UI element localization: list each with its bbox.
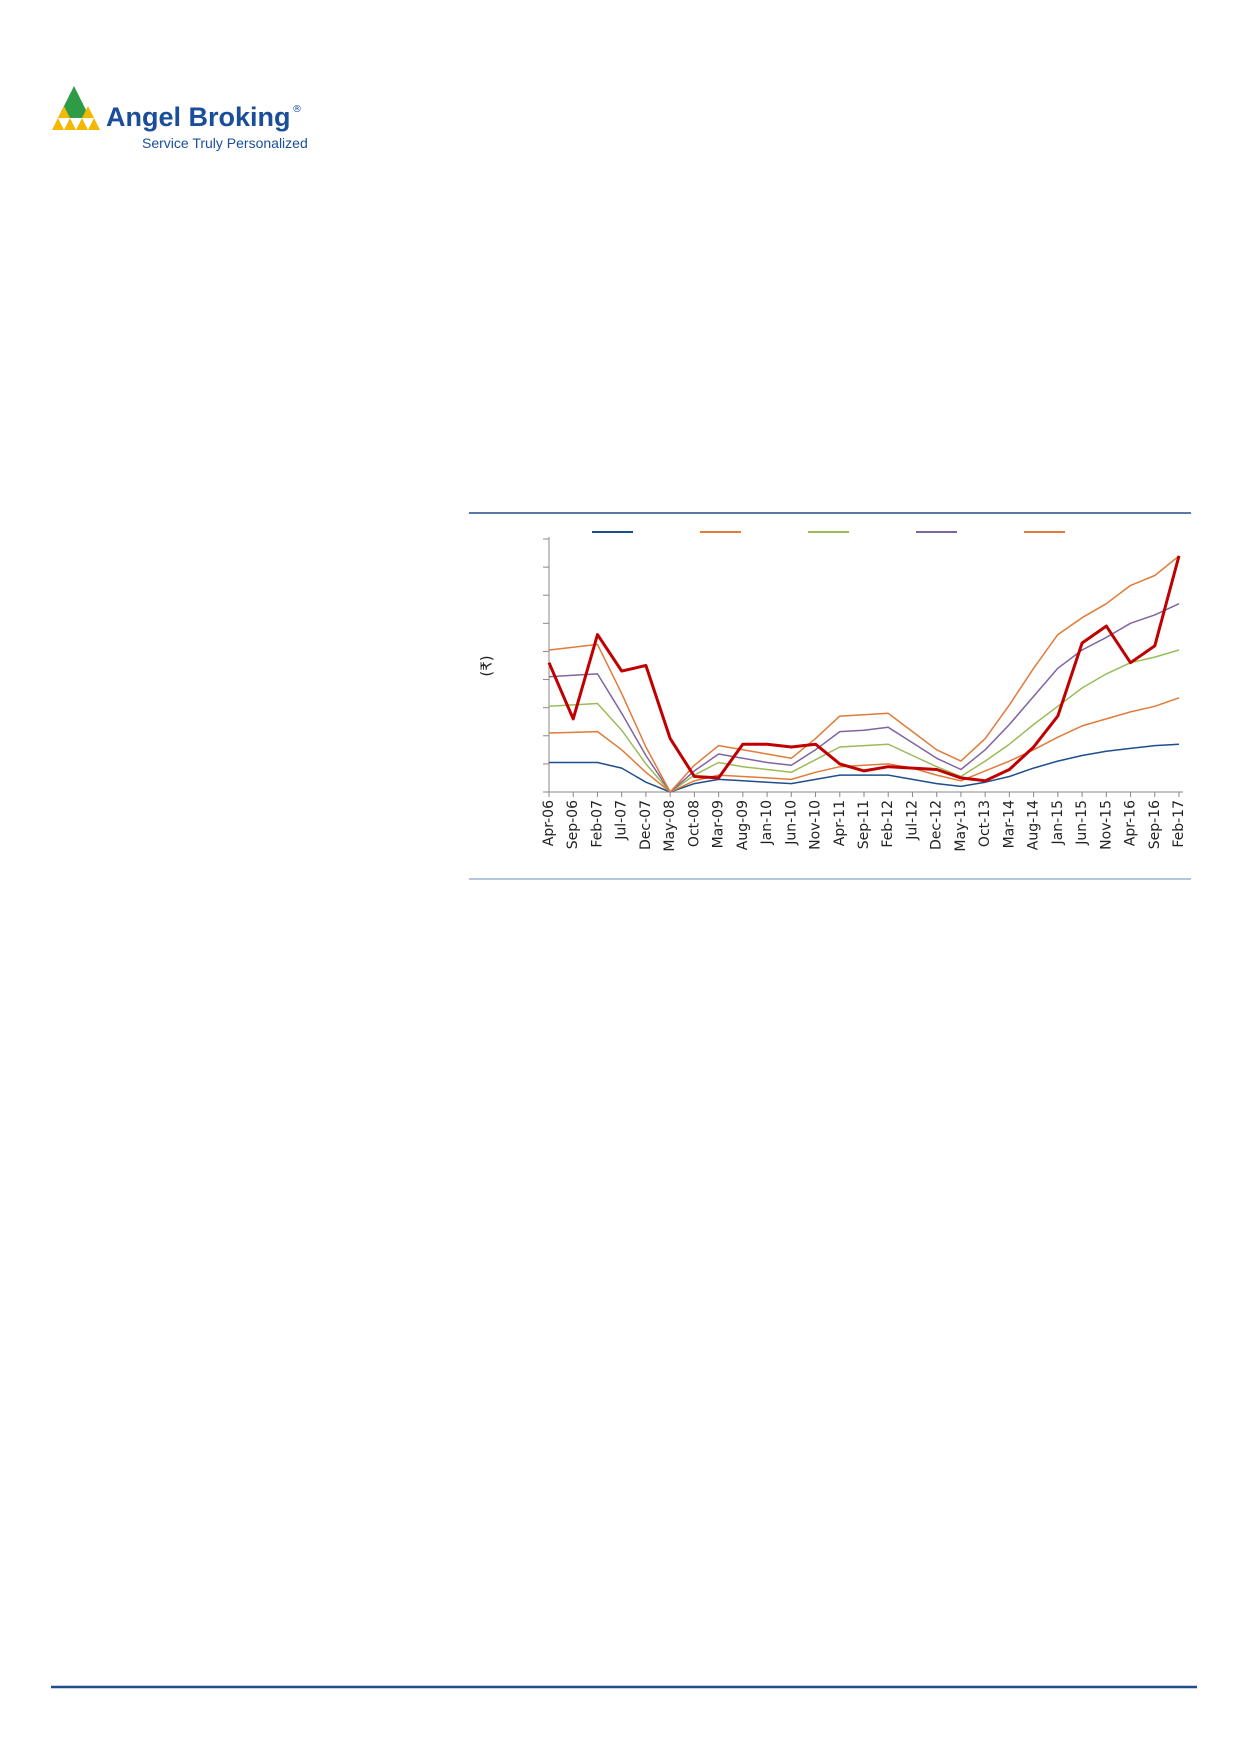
x-tick-label: Jul-07: [614, 800, 630, 841]
logo: Angel Broking ® Service Truly Personaliz…: [52, 86, 308, 151]
x-tick-label: May-13: [953, 800, 969, 852]
x-tick-label: Dec-12: [929, 800, 945, 850]
x-tick-label: Jan-10: [759, 800, 775, 845]
x-tick-label: Apr-11: [832, 800, 848, 846]
x-tick-label: Mar-09: [711, 800, 727, 848]
x-tick-label: Jul-12: [904, 800, 920, 841]
series-line: [548, 603, 1180, 793]
x-tick-label: Nov-10: [808, 800, 824, 850]
x-tick-label: Oct-08: [686, 800, 702, 847]
logo-tri: [64, 118, 76, 130]
series-line: [549, 743, 1180, 793]
logo-tri: [76, 118, 88, 130]
logo-tri: [88, 118, 100, 130]
x-tick-label: Sep-11: [856, 800, 872, 849]
x-tick-label: Feb-12: [880, 800, 896, 848]
x-tick-label: Nov-15: [1098, 800, 1114, 850]
logo-tri: [52, 118, 64, 130]
x-tick-label: Sep-16: [1147, 800, 1163, 849]
x-tick-label: Aug-09: [735, 800, 751, 850]
x-tick-label: Oct-13: [977, 800, 993, 847]
x-tick-label: Aug-14: [1026, 800, 1042, 850]
x-tick-label: Dec-07: [638, 800, 654, 850]
x-tick-label: Sep-06: [565, 800, 581, 849]
logo-name: Angel Broking: [106, 102, 291, 132]
x-tick-label: May-08: [662, 800, 678, 852]
x-tick-label: Apr-06: [541, 800, 557, 846]
y-axis-label: (₹): [478, 655, 496, 676]
x-tick-label: Feb-07: [589, 800, 605, 848]
x-tick-label: Feb-17: [1171, 800, 1187, 848]
series-line: [547, 555, 1181, 783]
logo-icon: [52, 86, 100, 130]
logo-tri: [58, 106, 70, 118]
x-tick-label: Jan-15: [1050, 800, 1066, 845]
series-line: [548, 649, 1180, 793]
series-line: [548, 697, 1180, 793]
logo-mark: ®: [292, 104, 302, 115]
x-tick-label: Mar-14: [1001, 800, 1017, 848]
series-line: [548, 555, 1180, 793]
logo-tagline: Service Truly Personalized: [142, 135, 308, 151]
x-tick-label: Apr-16: [1123, 800, 1139, 846]
logo-tri: [82, 106, 94, 118]
x-tick-label: Jun-15: [1074, 800, 1090, 846]
x-tick-label: Jun-10: [783, 800, 799, 846]
